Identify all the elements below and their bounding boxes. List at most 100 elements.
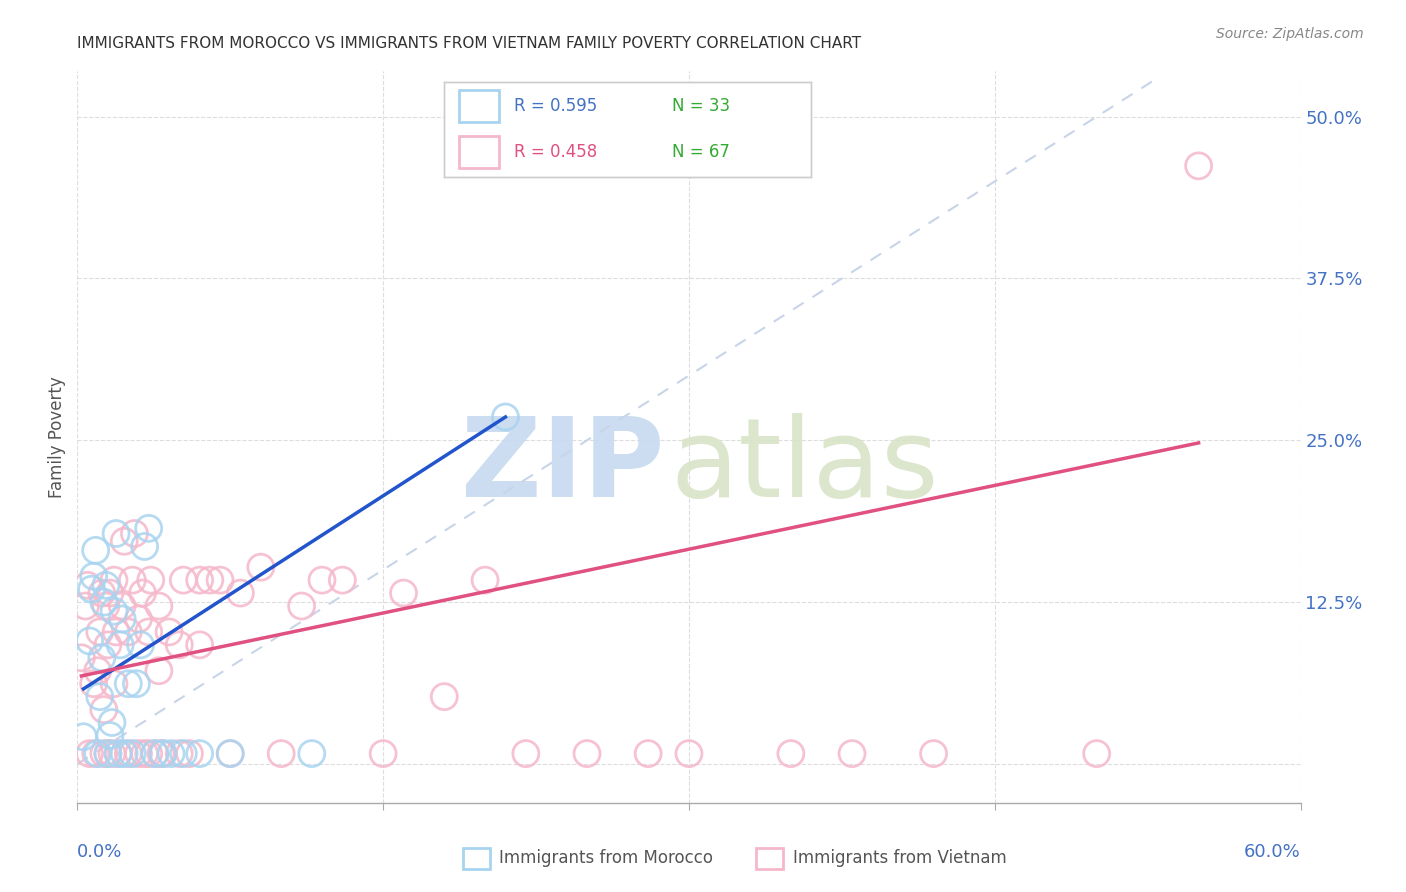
Text: IMMIGRANTS FROM MOROCCO VS IMMIGRANTS FROM VIETNAM FAMILY POVERTY CORRELATION CH: IMMIGRANTS FROM MOROCCO VS IMMIGRANTS FR… [77,36,862,51]
Point [131,586,153,600]
Text: atlas: atlas [671,413,939,520]
Point [93,595,115,609]
Point [111,599,134,613]
Point [70,650,93,665]
Point [112,534,135,549]
Point [188,573,211,587]
Point [108,638,131,652]
Point [80,582,103,597]
Point [188,638,211,652]
Point [84,747,107,761]
Point [90,586,112,600]
Point [101,715,124,730]
Point [160,747,183,761]
Point [208,573,231,587]
Point [779,747,801,761]
Text: 0.0%: 0.0% [77,843,122,861]
Point [371,747,394,761]
Point [143,747,166,761]
Point [172,747,194,761]
Point [90,650,112,665]
Point [637,747,659,761]
Point [149,747,172,761]
Text: ZIP: ZIP [461,413,665,520]
Point [94,578,117,592]
Point [101,747,124,761]
Point [495,410,517,425]
Point [75,599,97,613]
Point [83,676,105,690]
Point [290,599,312,613]
Point [172,573,194,587]
Point [98,729,121,743]
Point [125,676,148,690]
Point [117,624,139,639]
Point [841,747,863,761]
Text: Source: ZipAtlas.com: Source: ZipAtlas.com [1216,27,1364,41]
Point [89,690,111,704]
Point [107,747,129,761]
Point [103,573,125,587]
Point [134,540,156,554]
Point [87,747,110,761]
Point [188,747,211,761]
Point [87,664,110,678]
Point [138,747,160,761]
Point [139,573,162,587]
Point [138,624,160,639]
Bar [463,848,489,869]
Point [83,569,105,583]
Point [678,747,700,761]
Point [433,690,456,704]
Point [93,703,115,717]
Point [134,747,156,761]
Point [138,521,160,535]
Point [79,747,101,761]
Text: Immigrants from Morocco: Immigrants from Morocco [499,849,713,867]
Point [105,526,128,541]
Point [152,747,174,761]
Point [117,676,139,690]
Point [515,747,537,761]
Point [148,664,170,678]
Point [198,573,221,587]
Point [84,543,107,558]
Point [152,747,174,761]
Point [97,638,120,652]
Point [97,747,120,761]
Point [79,634,101,648]
Point [922,747,945,761]
Point [1085,747,1108,761]
Point [94,599,117,613]
Point [474,573,496,587]
Point [129,638,152,652]
Point [1187,159,1209,173]
Point [124,526,146,541]
Point [229,586,252,600]
Point [103,604,125,618]
Point [111,612,134,626]
Point [105,624,128,639]
Point [98,586,121,600]
Point [89,624,111,639]
Point [103,676,125,690]
Point [169,747,191,761]
Bar [756,848,783,869]
Point [219,747,242,761]
Point [76,578,98,592]
Point [107,747,129,761]
Point [112,747,135,761]
Point [127,612,149,626]
Point [117,747,139,761]
Point [157,624,180,639]
Point [179,747,201,761]
Point [97,747,120,761]
Point [169,638,191,652]
Point [250,560,273,574]
Text: 60.0%: 60.0% [1244,843,1301,861]
Point [301,747,323,761]
Point [127,747,149,761]
Point [270,747,292,761]
Point [93,747,115,761]
Point [311,573,333,587]
